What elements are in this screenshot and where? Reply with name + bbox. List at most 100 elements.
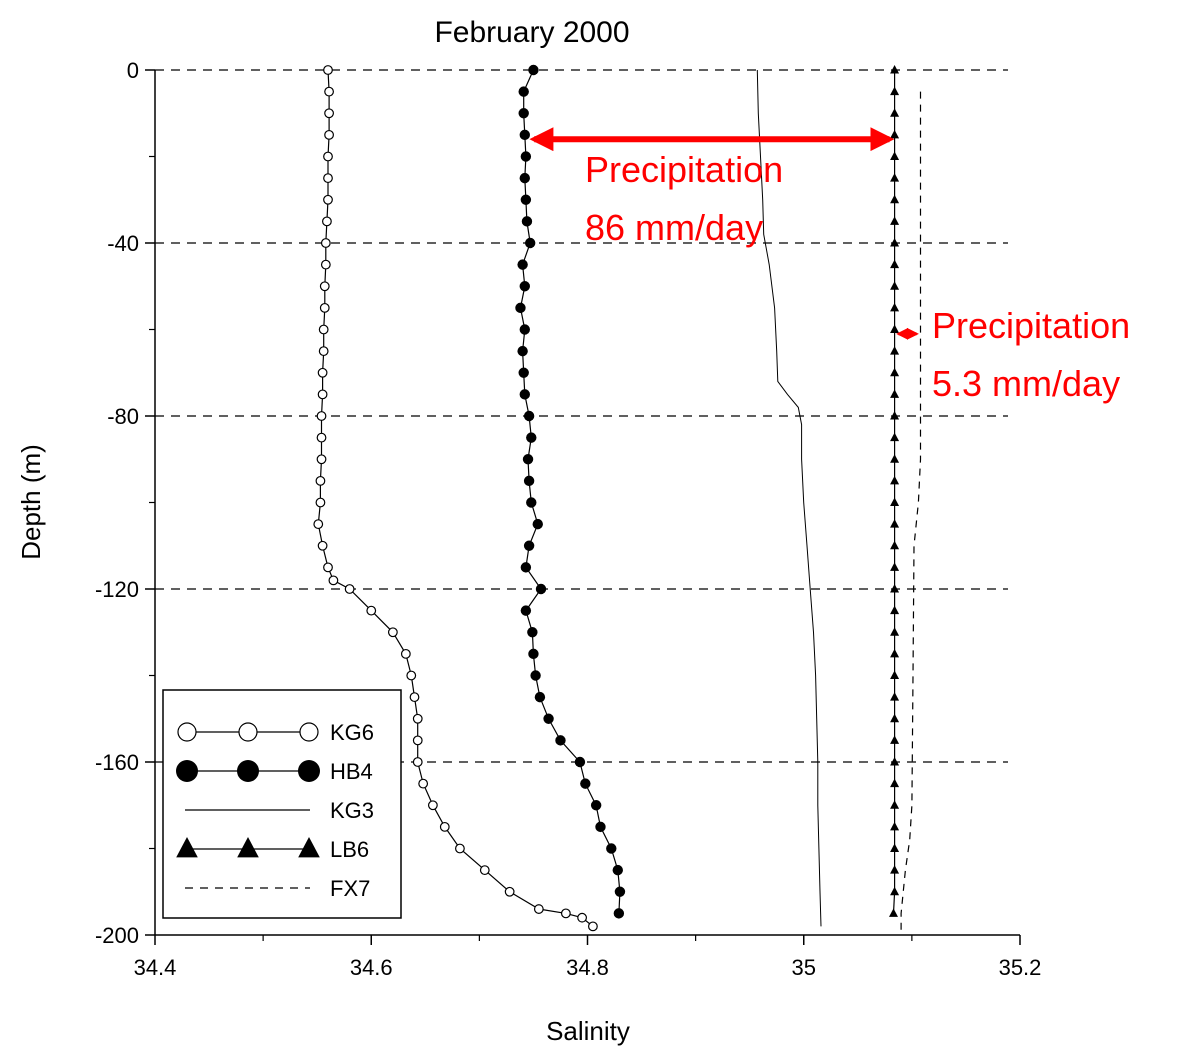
data-point <box>525 238 535 248</box>
data-point <box>589 922 598 931</box>
data-point <box>533 519 543 529</box>
data-point <box>530 670 540 680</box>
data-point <box>890 714 899 723</box>
annotation-value: 5.3 mm/day <box>932 363 1120 404</box>
legend-label: KG3 <box>330 798 374 823</box>
data-point <box>890 822 899 831</box>
data-point <box>606 843 616 853</box>
data-point <box>890 65 899 74</box>
data-point <box>317 412 326 421</box>
data-point <box>890 606 899 615</box>
data-point <box>521 195 531 205</box>
data-point <box>316 498 325 507</box>
y-tick-label: -40 <box>107 231 139 256</box>
data-point <box>578 913 587 922</box>
data-point <box>535 905 544 914</box>
x-tick-label: 34.8 <box>566 955 609 980</box>
data-point <box>325 87 334 96</box>
data-point <box>319 325 328 334</box>
data-point <box>890 844 899 853</box>
data-point <box>890 281 899 290</box>
data-point <box>322 239 331 248</box>
annotation-label: Precipitation <box>585 149 783 190</box>
data-point <box>324 66 333 75</box>
legend-label: KG6 <box>330 720 374 745</box>
data-point <box>519 368 529 378</box>
series-kg3 <box>757 70 821 926</box>
x-tick-label: 34.6 <box>350 955 393 980</box>
annotation-value: 86 mm/day <box>585 207 763 248</box>
x-tick-label: 35.2 <box>999 955 1042 980</box>
data-point <box>413 758 422 767</box>
x-tick-label: 35 <box>792 955 816 980</box>
data-point <box>407 671 416 680</box>
data-point <box>536 584 546 594</box>
y-tick-label: -120 <box>95 577 139 602</box>
data-point <box>324 174 333 183</box>
data-point <box>324 152 333 161</box>
data-point <box>890 195 899 204</box>
data-point <box>517 259 527 269</box>
data-point <box>419 779 428 788</box>
data-point <box>521 151 531 161</box>
data-point <box>614 908 624 918</box>
data-point <box>322 260 331 269</box>
data-point <box>890 173 899 182</box>
data-point <box>890 671 899 680</box>
series-line <box>901 92 920 935</box>
data-point <box>555 735 565 745</box>
data-point <box>520 389 530 399</box>
data-point <box>890 368 899 377</box>
series-group <box>314 65 921 935</box>
annotation-group: Precipitation 86 mm/day Precipitation 5.3 m… <box>534 139 1130 404</box>
data-point <box>528 65 538 75</box>
data-point <box>528 649 538 659</box>
data-point <box>580 778 590 788</box>
data-point <box>595 822 605 832</box>
data-point <box>890 433 899 442</box>
data-point <box>239 723 257 741</box>
y-tick-label: -80 <box>107 404 139 429</box>
data-point <box>520 130 530 140</box>
data-point <box>613 865 623 875</box>
data-point <box>402 650 411 659</box>
y-axis-label: Depth (m) <box>16 444 46 560</box>
annotation-label: Precipitation <box>932 305 1130 346</box>
data-point <box>515 303 525 313</box>
data-point <box>324 563 333 572</box>
data-point <box>520 281 530 291</box>
data-point <box>890 260 899 269</box>
data-point <box>890 541 899 550</box>
data-point <box>522 216 532 226</box>
data-point <box>890 800 899 809</box>
data-point <box>562 909 571 918</box>
series-lb6 <box>889 65 899 917</box>
data-point <box>535 692 545 702</box>
data-point <box>413 714 422 723</box>
data-point <box>890 757 899 766</box>
data-point <box>520 324 530 334</box>
series-hb4 <box>515 65 625 919</box>
series-line <box>757 70 821 926</box>
data-point <box>505 887 514 896</box>
data-point <box>524 411 534 421</box>
data-point <box>323 217 332 226</box>
series-fx7 <box>901 92 920 935</box>
series-line <box>521 70 620 913</box>
data-point <box>318 390 327 399</box>
data-point <box>519 108 529 118</box>
data-point <box>429 801 438 810</box>
data-point <box>890 692 899 701</box>
data-point <box>890 779 899 788</box>
data-point <box>324 195 333 204</box>
y-tick-label: 0 <box>127 58 139 83</box>
data-point <box>615 887 625 897</box>
data-point <box>890 130 899 139</box>
data-point <box>890 238 899 247</box>
data-point <box>890 411 899 420</box>
data-point <box>480 866 489 875</box>
data-point <box>413 736 422 745</box>
data-point <box>521 605 531 615</box>
y-tick-label: -200 <box>95 923 139 948</box>
